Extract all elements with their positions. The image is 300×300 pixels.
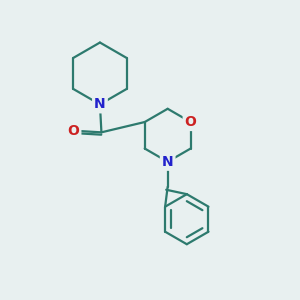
Text: O: O: [68, 124, 80, 138]
Text: N: N: [162, 155, 173, 169]
Text: N: N: [94, 98, 106, 111]
Text: O: O: [185, 115, 197, 129]
